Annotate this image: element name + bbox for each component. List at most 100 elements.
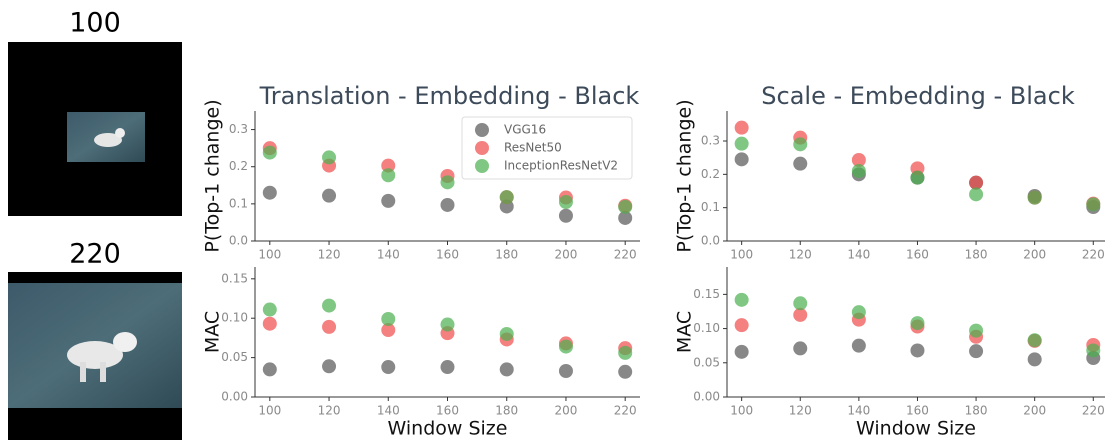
y-tick-label: 0.00 [693,390,720,404]
x-tick-label: 140 [377,404,400,418]
y-tick-label: 0.0 [701,234,720,248]
point [262,302,277,317]
x-tick-label: 220 [614,404,637,418]
y-tick-label: 0.3 [701,134,720,148]
point [262,145,277,160]
point [793,307,808,322]
point [851,305,866,320]
point [322,298,337,313]
y-tick-label: 0.1 [701,200,720,214]
y-tick-label: 0.15 [693,287,720,301]
y-tick-label: 0.05 [693,355,720,369]
point [1027,190,1042,205]
x-axis-label: Window Size [388,418,508,440]
point [322,188,337,203]
point [499,326,514,341]
x-tick-label: 160 [906,248,929,262]
point [734,152,749,167]
image-label: 100 [69,8,121,39]
point [969,323,984,338]
y-tick-label: 0.10 [693,321,720,335]
point [558,364,573,378]
point [851,164,866,178]
y-axis-label: P(Top-1 change) [674,99,696,252]
point [322,359,337,374]
x-tick-label: 220 [1082,404,1105,418]
point [558,195,573,209]
point [910,316,925,331]
x-tick-label: 180 [495,404,518,418]
x-tick-label: 160 [436,404,459,418]
x-tick-label: 120 [318,404,341,418]
y-tick-label: 0.10 [221,311,248,325]
point [734,344,749,359]
point [969,344,984,359]
legend-marker [475,123,489,137]
x-tick-label: 120 [318,248,341,262]
y-tick-label: 0.00 [221,390,248,404]
x-tick-label: 180 [495,248,518,262]
point [322,319,337,334]
x-tick-label: 100 [730,404,753,418]
point [618,199,633,214]
x-tick-label: 100 [730,248,753,262]
point [381,158,396,173]
point [499,190,514,205]
x-axis-label: Window Size [856,418,976,440]
x-tick-label: 200 [1023,248,1046,262]
legend-marker [475,141,489,155]
point [262,185,277,200]
x-tick-label: 180 [965,248,988,262]
point [910,170,925,185]
legend-label: VGG16 [504,123,546,137]
point [381,312,396,326]
x-tick-label: 120 [789,248,812,262]
image-label: 220 [69,239,121,270]
point [381,323,396,338]
legend [461,116,633,180]
point [440,175,455,190]
y-axis-label: P(Top-1 change) [202,99,224,252]
point [262,362,277,377]
x-tick-label: 220 [614,248,637,262]
x-tick-label: 220 [1082,248,1105,262]
y-tick-label: 0.0 [229,234,248,248]
x-tick-label: 200 [555,248,578,262]
point [793,296,808,311]
y-axis-label: MAC [202,311,224,353]
image [8,42,182,216]
point [793,137,808,152]
chart-title: Scale - Embedding - Black [761,82,1075,110]
legend-label: InceptionResNetV2 [504,159,618,173]
chart-title: Translation - Embedding - Black [259,82,640,110]
point [969,187,984,202]
point [969,175,984,190]
point [910,343,925,358]
point [440,317,455,332]
point [734,136,749,151]
y-tick-label: 0.2 [229,159,248,173]
point [381,360,396,375]
x-tick-label: 100 [258,404,281,418]
point [322,150,337,165]
y-tick-label: 0.05 [221,350,248,364]
point [1086,343,1101,358]
point [618,210,633,225]
x-tick-label: 160 [436,248,459,262]
x-tick-label: 140 [847,404,870,418]
legend-label: ResNet50 [504,141,562,155]
x-tick-label: 200 [555,404,578,418]
point [734,120,749,135]
x-tick-label: 120 [789,404,812,418]
point [381,168,396,183]
point [558,208,573,223]
point [558,339,573,354]
legend-marker [475,159,489,173]
point [618,364,633,379]
x-tick-label: 140 [377,248,400,262]
x-tick-label: 180 [965,404,988,418]
point [851,153,866,167]
y-tick-label: 0.15 [221,271,248,285]
point [1027,352,1042,367]
